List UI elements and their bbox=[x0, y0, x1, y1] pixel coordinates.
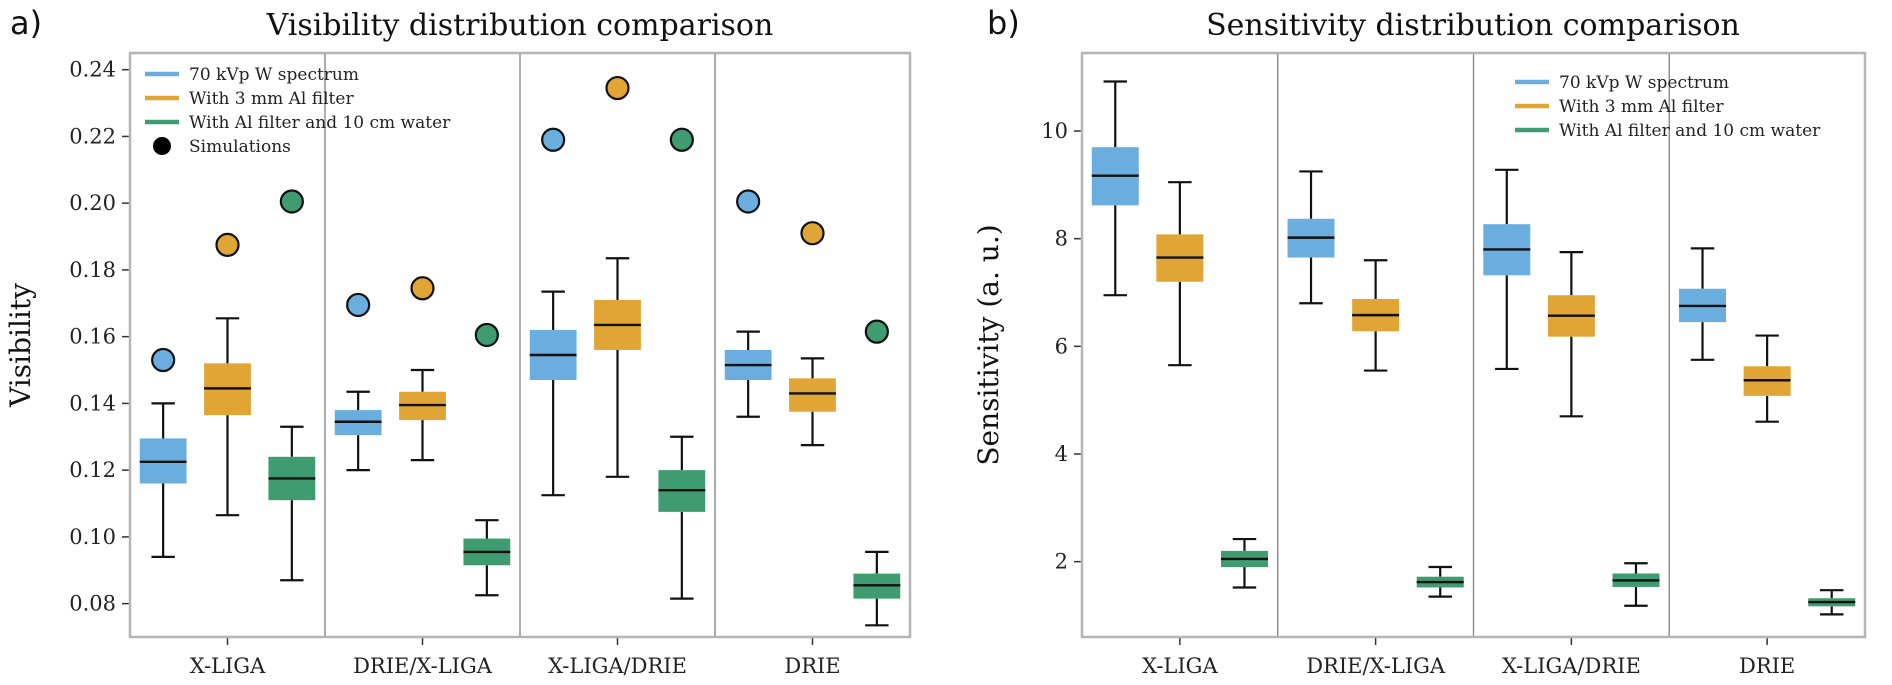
legend-label: 70 kVp W spectrum bbox=[189, 65, 359, 85]
x-tick-label: X-LIGA bbox=[190, 654, 266, 678]
legend-label: 70 kVp W spectrum bbox=[1559, 73, 1729, 93]
simulation-point bbox=[279, 189, 304, 214]
simulation-point bbox=[736, 189, 761, 214]
legend-marker bbox=[153, 137, 171, 155]
chart-panel-2: b) Sensitivity distribution comparison Sen… bbox=[972, 4, 1867, 678]
y-tick-label: 8 bbox=[1055, 227, 1068, 251]
y-axis-label: Sensitivity (a. u.) bbox=[972, 224, 1005, 465]
legend-label: With Al filter and 10 cm water bbox=[189, 113, 451, 133]
legend-label: With 3 mm Al filter bbox=[1559, 97, 1724, 117]
y-axis-label: Visibility bbox=[4, 283, 37, 408]
box-3-x-liga bbox=[1220, 537, 1268, 589]
panel-label: b) bbox=[987, 4, 1020, 42]
legend-label: With Al filter and 10 cm water bbox=[1559, 121, 1821, 141]
box-3-x-liga bbox=[268, 425, 316, 582]
x-tick-label: X-LIGA/DRIE bbox=[548, 654, 687, 678]
chart-panel-1: a) Visibility distribution comparison Visi… bbox=[4, 4, 912, 678]
y-tick-label: 0.24 bbox=[69, 58, 116, 82]
box-body bbox=[789, 378, 836, 412]
y-tick-label: 6 bbox=[1055, 334, 1068, 358]
y-tick-label: 0.16 bbox=[69, 325, 116, 349]
box-1-drie-x-liga bbox=[334, 390, 382, 472]
box-2-x-liga-drie bbox=[594, 257, 641, 478]
x-tick-label: X-LIGA/DRIE bbox=[1502, 654, 1641, 678]
simulation-point bbox=[474, 322, 499, 348]
panel-label: a) bbox=[10, 4, 42, 42]
box-3-drie bbox=[853, 550, 901, 627]
box-2-x-liga-drie bbox=[1547, 251, 1595, 418]
y-tick-label: 0.08 bbox=[69, 592, 116, 616]
legend: 70 kVp W spectrum With 3 mm Al filter With… bbox=[1515, 73, 1821, 141]
simulation-point bbox=[864, 319, 889, 344]
plot-frame bbox=[128, 51, 912, 639]
chart-title: Sensitivity distribution comparison bbox=[1206, 8, 1740, 43]
box-3-x-liga-drie bbox=[658, 435, 706, 600]
box-2-drie bbox=[789, 357, 836, 447]
y-tick-label: 0.22 bbox=[69, 124, 116, 148]
y-tick-label: 10 bbox=[1041, 119, 1068, 143]
box-3-x-liga-drie bbox=[1612, 562, 1660, 607]
plot-frame bbox=[1080, 51, 1867, 639]
simulation-point bbox=[410, 276, 435, 301]
y-tick-label: 0.20 bbox=[69, 191, 116, 215]
simulation-point bbox=[800, 221, 825, 246]
simulation-point bbox=[541, 127, 566, 152]
y-tick-label: 4 bbox=[1055, 442, 1068, 466]
y-tick-label: 0.18 bbox=[69, 258, 116, 282]
y-tick-label: 2 bbox=[1055, 550, 1068, 574]
box-1-drie-x-liga bbox=[1287, 170, 1335, 305]
box-1-drie bbox=[1679, 247, 1727, 361]
box-2-drie-x-liga bbox=[399, 368, 446, 462]
x-tick-label: DRIE/X-LIGA bbox=[1306, 654, 1446, 678]
legend: 70 kVp W spectrum With 3 mm Al filter With… bbox=[145, 65, 451, 157]
box-3-drie-x-liga bbox=[463, 519, 511, 597]
y-tick-label: 0.12 bbox=[69, 458, 116, 482]
y-tick-label: 0.10 bbox=[69, 525, 116, 549]
x-tick-label: DRIE/X-LIGA bbox=[353, 654, 493, 678]
box-2-drie bbox=[1743, 334, 1791, 423]
box-2-x-liga bbox=[1156, 181, 1204, 367]
box-1-x-liga-drie bbox=[529, 290, 577, 497]
box-1-drie bbox=[724, 330, 772, 418]
simulation-point bbox=[346, 292, 371, 318]
box-3-drie-x-liga bbox=[1416, 565, 1464, 598]
simulation-point bbox=[151, 347, 176, 373]
legend-label: With 3 mm Al filter bbox=[189, 89, 354, 109]
simulation-point bbox=[669, 127, 694, 152]
box-2-x-liga bbox=[204, 317, 251, 517]
simulation-point bbox=[215, 232, 240, 257]
chart-title: Visibility distribution comparison bbox=[266, 8, 774, 43]
x-tick-label: DRIE bbox=[1739, 654, 1795, 678]
box-1-x-liga-drie bbox=[1483, 168, 1531, 371]
box-3-drie bbox=[1808, 589, 1856, 616]
x-tick-label: DRIE bbox=[784, 654, 840, 678]
x-tick-label: X-LIGA bbox=[1142, 654, 1218, 678]
box-1-x-liga bbox=[1091, 80, 1139, 297]
box-2-drie-x-liga bbox=[1352, 259, 1400, 372]
legend-label: Simulations bbox=[189, 137, 291, 157]
y-tick-label: 0.14 bbox=[69, 391, 116, 415]
simulation-point bbox=[605, 75, 630, 101]
box-1-x-liga bbox=[139, 402, 187, 559]
